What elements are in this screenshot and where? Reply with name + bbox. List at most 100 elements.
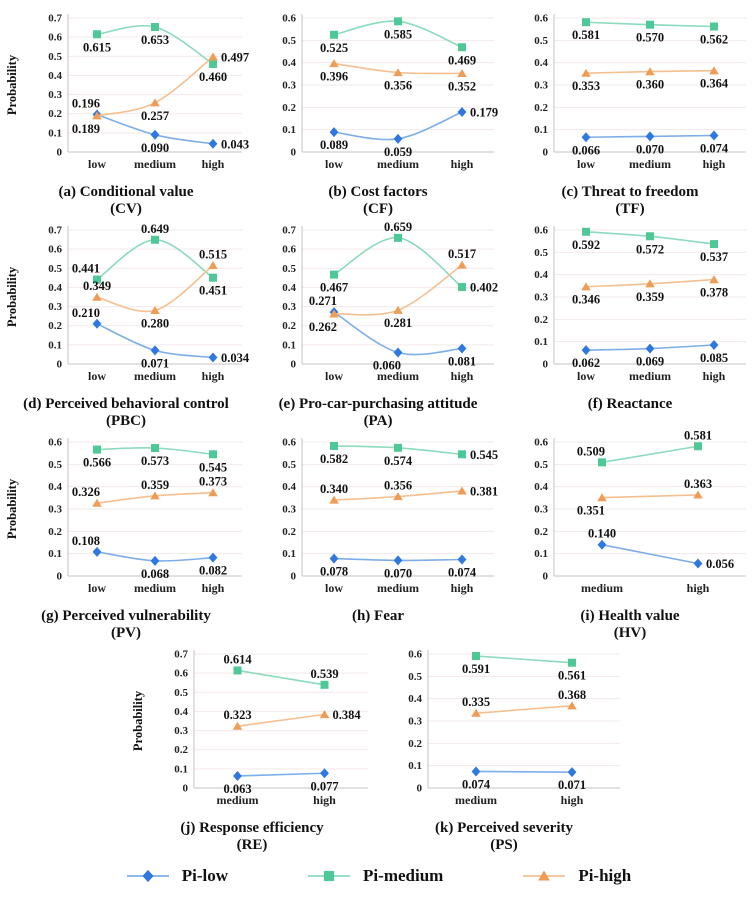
chart-title-cv: (a) Conditional value (58, 184, 194, 200)
triangle-marker-icon (645, 67, 655, 76)
y-tick-label: 0.3 (534, 80, 548, 92)
data-label: 0.467 (320, 281, 348, 295)
y-tick-label: 0.3 (534, 504, 548, 516)
data-label: 0.561 (558, 669, 586, 683)
square-marker-icon (646, 20, 654, 29)
chart-ps: 0 0.1 0.2 0.3 0.4 0.5 0.6 medium high 0.074 0.071 0… (378, 642, 630, 854)
series-line-pi-high (237, 713, 325, 727)
triangle-marker-icon (150, 98, 160, 107)
pi-medium-square-icon (308, 870, 351, 882)
chart-reactance: 0 0.1 0.2 0.3 0.4 0.5 0.6 low medium high 0.062 0.0… (504, 218, 756, 430)
data-label: 0.210 (72, 306, 100, 320)
triangle-marker-icon (597, 493, 607, 502)
x-tick-label: high (703, 157, 726, 171)
y-tick-label: 0.4 (534, 57, 548, 69)
triangle-marker-icon (329, 495, 339, 504)
y-tick-label: 0 (543, 571, 549, 583)
y-tick-label: 0.6 (534, 437, 548, 449)
series-line-pi-low (475, 770, 573, 773)
chart-re: 0 0.1 0.2 0.3 0.4 0.5 0.6 0.7 Probability medium h… (126, 642, 378, 854)
triangle-marker-icon (329, 309, 339, 318)
chart-canvas-pbc: 0 0.1 0.2 0.3 0.4 0.5 0.6 0.7 Probability low medi… (5, 222, 250, 383)
y-tick-label: 0.4 (282, 481, 296, 493)
diamond-marker-icon (645, 131, 655, 142)
y-tick-label: 0.1 (48, 127, 62, 139)
y-tick-label: 0.4 (534, 481, 548, 493)
data-label: 0.074 (462, 777, 491, 791)
y-tick-label: 0.5 (534, 247, 548, 259)
data-label: 0.280 (141, 316, 169, 330)
data-label: 0.359 (636, 290, 664, 304)
square-marker-icon (323, 870, 335, 882)
data-label: 0.196 (72, 96, 100, 110)
data-label: 0.070 (384, 566, 412, 580)
y-tick-label: 0 (543, 147, 549, 159)
square-marker-icon (710, 240, 718, 249)
square-marker-icon (330, 270, 338, 279)
data-label: 0.614 (223, 652, 252, 666)
square-marker-icon (93, 445, 101, 454)
chart-title-pbc: (d) Perceived behavioral control (23, 396, 229, 412)
y-tick-label: 0.3 (282, 301, 296, 313)
data-label: 0.363 (684, 477, 712, 491)
x-tick-label: medium (629, 157, 671, 171)
diamond-marker-icon (393, 133, 403, 144)
y-tick-label: 0.3 (408, 716, 422, 728)
square-marker-icon (710, 22, 718, 31)
square-marker-icon (598, 458, 606, 467)
legend-item-pi-high: Pi-high (521, 866, 631, 886)
triangle-marker-icon (319, 710, 330, 719)
y-tick-label: 0.3 (48, 301, 62, 313)
data-label: 0.059 (384, 145, 412, 159)
chart-title-pv: (g) Perceived vulnerability (41, 608, 211, 624)
y-tick-label: 0 (57, 147, 63, 159)
data-label: 0.591 (462, 662, 490, 676)
square-marker-icon (233, 666, 242, 675)
x-tick-label: medium (134, 581, 176, 595)
data-label: 0.326 (72, 485, 100, 499)
square-marker-icon (394, 233, 402, 242)
data-label: 0.074 (700, 141, 729, 155)
data-label: 0.515 (199, 247, 227, 261)
chart-hv: 0 0.1 0.2 0.3 0.4 0.5 0.6 medium high 0.140 0.056 0… (504, 428, 756, 642)
triangle-marker-icon (538, 870, 551, 881)
data-label: 0.071 (558, 778, 586, 792)
y-tick-label: 0.5 (174, 687, 188, 699)
triangle-marker-icon (208, 261, 218, 270)
chart-canvas-fear: 0 0.1 0.2 0.3 0.4 0.5 0.6 low medium high 0.078 0.0… (282, 437, 498, 596)
y-tick-label: 0.6 (408, 649, 422, 661)
y-tick-label: 0 (57, 359, 63, 371)
diamond-marker-icon (92, 318, 102, 329)
data-label: 0.060 (373, 359, 401, 373)
diamond-marker-icon (92, 546, 102, 557)
x-tick-label: high (202, 369, 225, 383)
data-label: 0.257 (141, 109, 169, 123)
chart-canvas-cv: 0 0.1 0.2 0.3 0.4 0.5 0.6 0.7 Probability low medi… (5, 13, 249, 172)
diamond-marker-icon (709, 340, 719, 351)
y-tick-label: 0.2 (282, 102, 296, 114)
x-tick-label: medium (629, 369, 671, 383)
y-tick-label: 0.2 (48, 320, 62, 332)
legend-label-pi-high: Pi-high (578, 866, 632, 885)
chart-subtitle-ps: (PS) (490, 837, 518, 853)
data-label: 0.460 (199, 70, 227, 84)
y-tick-label: 0.4 (174, 706, 188, 718)
chart-pbc: 0 0.1 0.2 0.3 0.4 0.5 0.6 0.7 Probability low medi… (0, 218, 252, 430)
x-tick-label: low (325, 157, 343, 171)
y-tick-label: 0.2 (534, 526, 548, 538)
y-tick-label: 0.3 (282, 80, 296, 92)
y-tick-label: 0.3 (282, 504, 296, 516)
y-tick-label: 0.3 (48, 504, 62, 516)
diamond-marker-icon (393, 555, 403, 566)
diamond-marker-icon (329, 127, 339, 138)
chart-tf: 0 0.1 0.2 0.3 0.4 0.5 0.6 low medium high 0.066 0.0… (504, 6, 756, 218)
y-tick-label: 0.4 (48, 70, 62, 82)
data-label: 0.373 (199, 475, 227, 489)
y-tick-label: 0.2 (534, 314, 548, 326)
diamond-marker-icon (150, 555, 160, 566)
data-label: 0.525 (320, 41, 348, 55)
x-tick-label: high (703, 369, 726, 383)
data-label: 0.566 (83, 456, 111, 470)
data-label: 0.545 (199, 460, 227, 474)
diamond-marker-icon (457, 554, 467, 565)
